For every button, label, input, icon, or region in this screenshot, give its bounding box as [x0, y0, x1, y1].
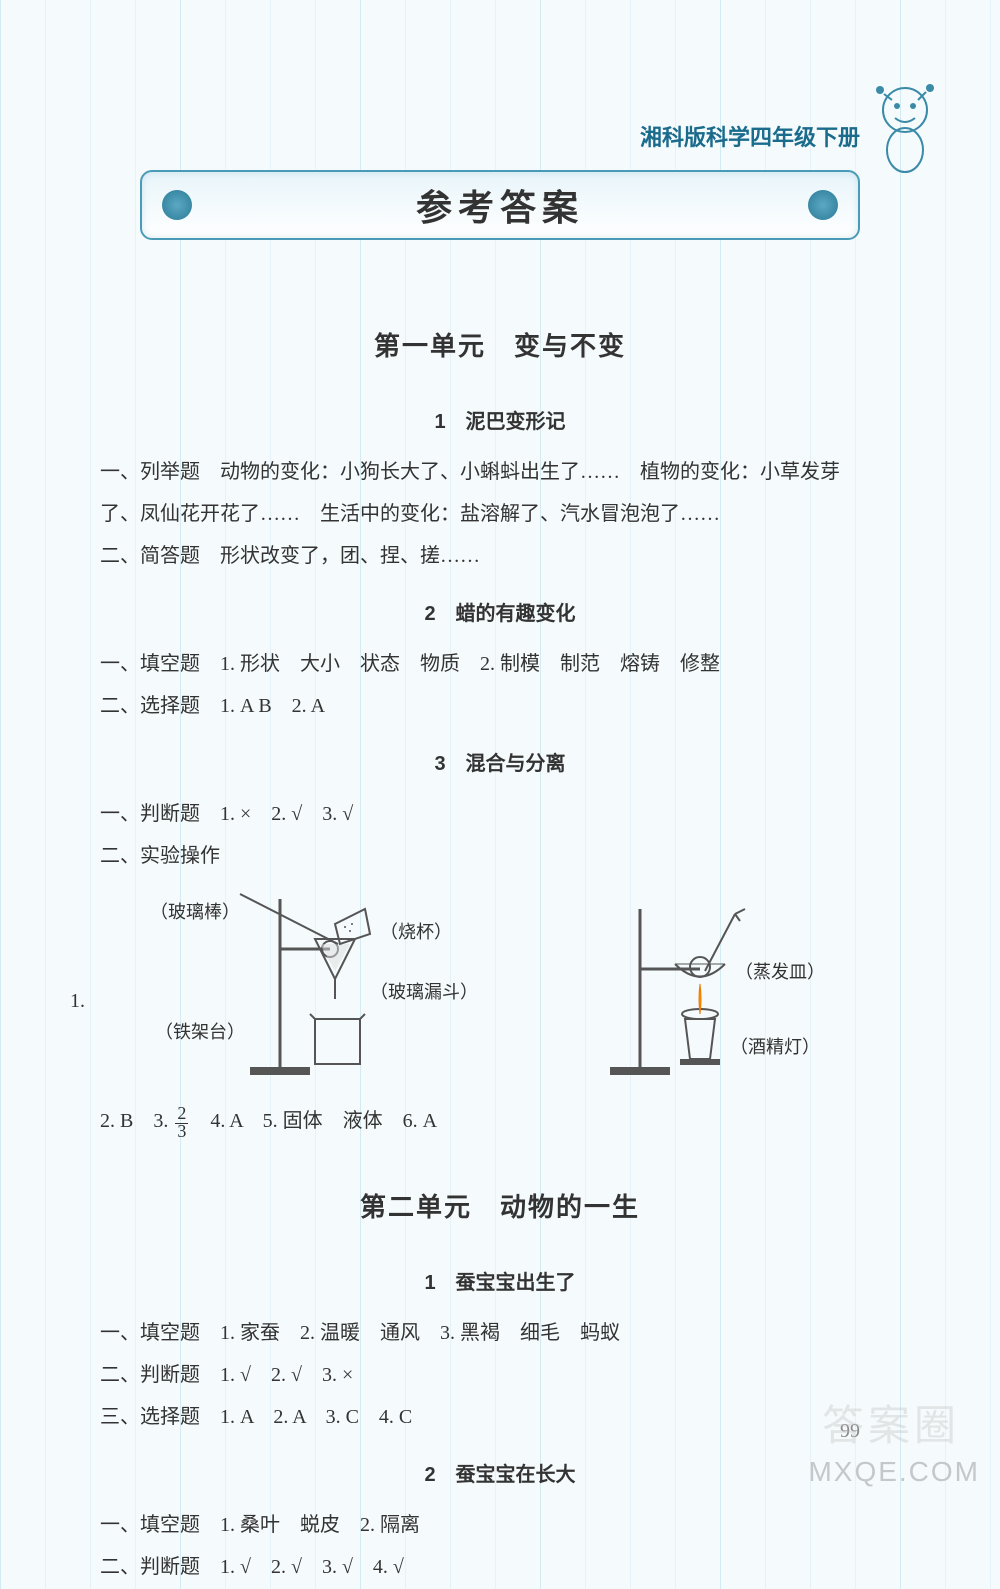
label-dish: （蒸发皿）	[735, 954, 825, 990]
unit1-s1-heading: 1 泥巴变形记	[100, 402, 900, 442]
answer-line: 二、选择题 1. A B 2. A	[100, 686, 900, 726]
answer-line: 一、判断题 1. × 2. √ 3. √	[100, 794, 900, 834]
answer-line: 一、列举题 动物的变化：小狗长大了、小蝌蚪出生了…… 植物的变化：小草发芽	[100, 452, 900, 492]
label-lamp: （酒精灯）	[730, 1029, 820, 1065]
unit1-s3-heading: 3 混合与分离	[100, 744, 900, 784]
label-glass-rod: （玻璃棒）	[150, 894, 240, 930]
answer-text: 4. A 5. 固体 液体 6. A	[190, 1110, 437, 1132]
answer-line: 2. B 3. 23 4. A 5. 固体 液体 6. A	[100, 1101, 900, 1141]
label-funnel: （玻璃漏斗）	[370, 974, 478, 1010]
page-title: 参考答案	[416, 179, 584, 231]
answer-text: 2. B 3.	[100, 1110, 173, 1132]
answer-line: 二、简答题 形状改变了，团、捏、搓……	[100, 536, 900, 576]
diagram-number: 1.	[70, 981, 85, 1021]
unit1-s2-heading: 2 蜡的有趣变化	[100, 594, 900, 634]
answer-line: 了、凤仙花开花了…… 生活中的变化：盐溶解了、汽水冒泡泡了……	[100, 494, 900, 534]
watermark-cn: 答案圈	[822, 1392, 960, 1453]
watermark-url: MXQE.COM	[808, 1456, 980, 1488]
answer-line: 二、判断题 1. √ 2. √ 3. √ 4. √	[100, 1547, 900, 1587]
unit2-s2-heading: 2 蚕宝宝在长大	[100, 1455, 900, 1495]
filtration-apparatus: （玻璃棒） （烧杯） （铁架台） （玻璃漏斗）	[160, 889, 460, 1093]
unit1-heading: 第一单元 变与不变	[100, 320, 900, 372]
unit2-heading: 第二单元 动物的一生	[100, 1181, 900, 1233]
title-box: 参考答案	[140, 170, 860, 240]
fraction: 23	[175, 1104, 188, 1140]
label-beaker: （烧杯）	[380, 914, 452, 950]
evaporation-apparatus: （蒸发皿） （酒精灯）	[580, 889, 840, 1093]
answer-line: 一、填空题 1. 形状 大小 状态 物质 2. 制模 制范 熔铸 修整	[100, 644, 900, 684]
experiment-diagram: 1. （玻璃棒） （烧杯） （铁架台） （玻璃漏斗）	[100, 891, 900, 1091]
label-iron-stand: （铁架台）	[155, 1014, 245, 1050]
answer-line: 一、填空题 1. 家蚕 2. 温暖 通风 3. 黑褐 细毛 蚂蚁	[100, 1313, 900, 1353]
unit2-s1-heading: 1 蚕宝宝出生了	[100, 1263, 900, 1303]
fraction-denominator: 3	[175, 1121, 188, 1141]
cartoon-decoration	[860, 70, 950, 180]
content-area: 第一单元 变与不变 1 泥巴变形记 一、列举题 动物的变化：小狗长大了、小蝌蚪出…	[100, 300, 900, 1589]
edition-label: 湘科版科学四年级下册	[640, 120, 860, 152]
answer-line: 二、实验操作	[100, 836, 900, 876]
answer-line: 三、选择题 1. A 2. A 3. C 4. C	[100, 1397, 900, 1437]
answer-line: 一、填空题 1. 桑叶 蜕皮 2. 隔离	[100, 1505, 900, 1545]
answer-line: 二、判断题 1. √ 2. √ 3. ×	[100, 1355, 900, 1395]
